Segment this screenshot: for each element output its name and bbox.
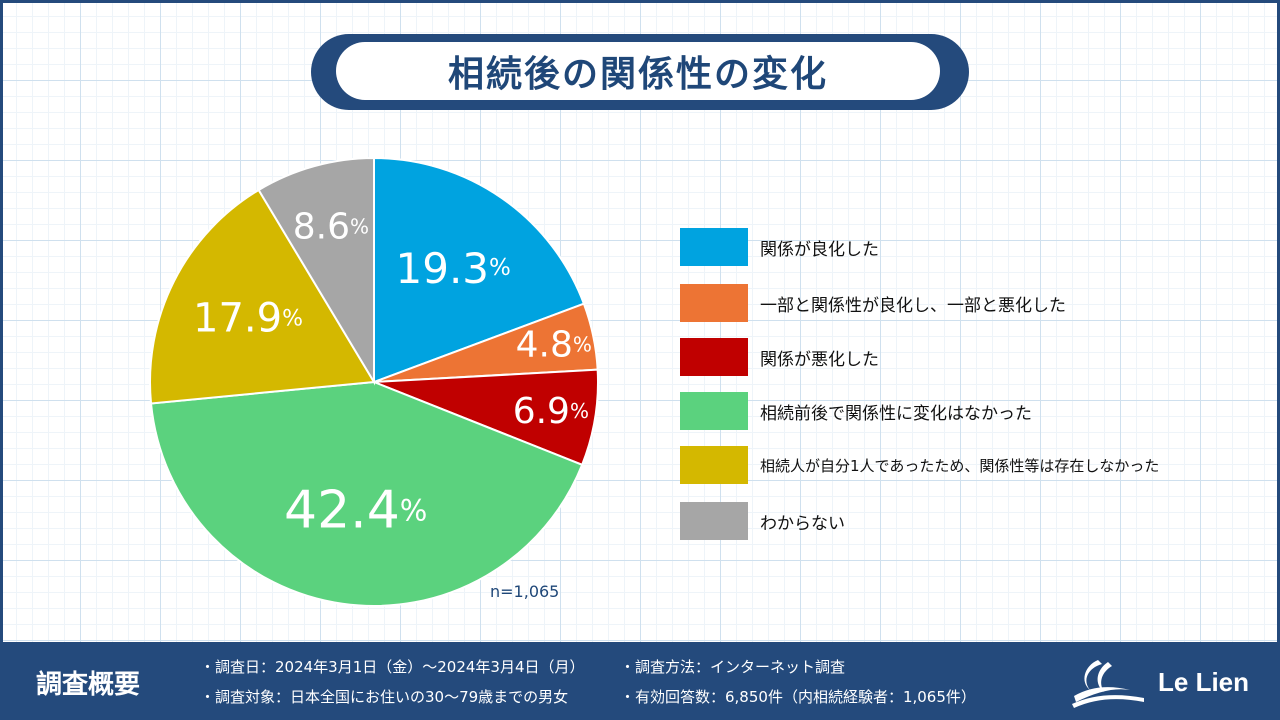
footer-line-target: ・調査対象：日本全国にお住いの30～79歳までの男女 <box>200 688 569 706</box>
pie-slice <box>373 156 586 384</box>
legend-item: わからない <box>680 502 845 540</box>
legend-item: 関係が悪化した <box>680 338 879 376</box>
slice-value-label: 6.9% <box>513 390 589 431</box>
legend-label: 相続人が自分1人であったため、関係性等は存在しなかった <box>760 456 1160 475</box>
footer-line-date: ・調査日：2024年3月1日（金）～2024年3月4日（月） <box>200 658 585 676</box>
slice-value-label: 4.8% <box>516 324 592 365</box>
legend-swatch <box>680 392 748 430</box>
pie-slice <box>149 188 376 405</box>
footer-heading: 調査概要 <box>36 670 141 700</box>
legend-item: 相続人が自分1人であったため、関係性等は存在しなかった <box>680 446 1159 484</box>
legend-label: 関係が悪化した <box>760 349 879 370</box>
slice-value-label: 19.3% <box>396 243 511 292</box>
legend-swatch <box>680 338 748 376</box>
legend-item: 関係が良化した <box>680 228 879 266</box>
sample-size: n=1,065 <box>490 582 560 601</box>
chart-title: 相続後の関係性の変化 <box>447 54 828 95</box>
slice-value-label: 17.9% <box>193 295 303 341</box>
legend-swatch <box>680 284 748 322</box>
footer-line-method: ・調査方法：インターネット調査 <box>620 658 846 676</box>
pie-slice <box>149 380 584 607</box>
survey-footer: 調査概要 ・調査日：2024年3月1日（金）～2024年3月4日（月） ・調査対… <box>0 642 1280 720</box>
logo-text: Le Lien <box>1158 666 1250 697</box>
footer-line-responses: ・有効回答数：6,850件（内相続経験者：1,065件） <box>620 688 976 706</box>
wave-logo-icon <box>1072 660 1144 708</box>
legend-item: 一部と関係性が良化し、一部と悪化した <box>680 284 1066 322</box>
legend-swatch <box>680 446 748 484</box>
legend-label: 相続前後で関係性に変化はなかった <box>760 403 1032 424</box>
legend-item: 相続前後で関係性に変化はなかった <box>680 392 1032 430</box>
pie-slice <box>257 156 375 386</box>
brand-logo: Le Lien <box>1068 656 1249 708</box>
legend-swatch <box>680 228 748 266</box>
legend-swatch <box>680 502 748 540</box>
slice-value-label: 42.4% <box>284 481 427 541</box>
slice-value-label: 8.6% <box>293 206 369 247</box>
pie-chart: 19.3%4.8% 6.9% 42.4% 17.9% 8.6% <box>149 156 599 607</box>
title-pill: 相続後の関係性の変化 <box>336 42 940 100</box>
legend-label: 一部と関係性が良化し、一部と悪化した <box>760 295 1066 316</box>
legend-label: 関係が良化した <box>760 239 879 260</box>
legend-label: わからない <box>760 513 845 534</box>
